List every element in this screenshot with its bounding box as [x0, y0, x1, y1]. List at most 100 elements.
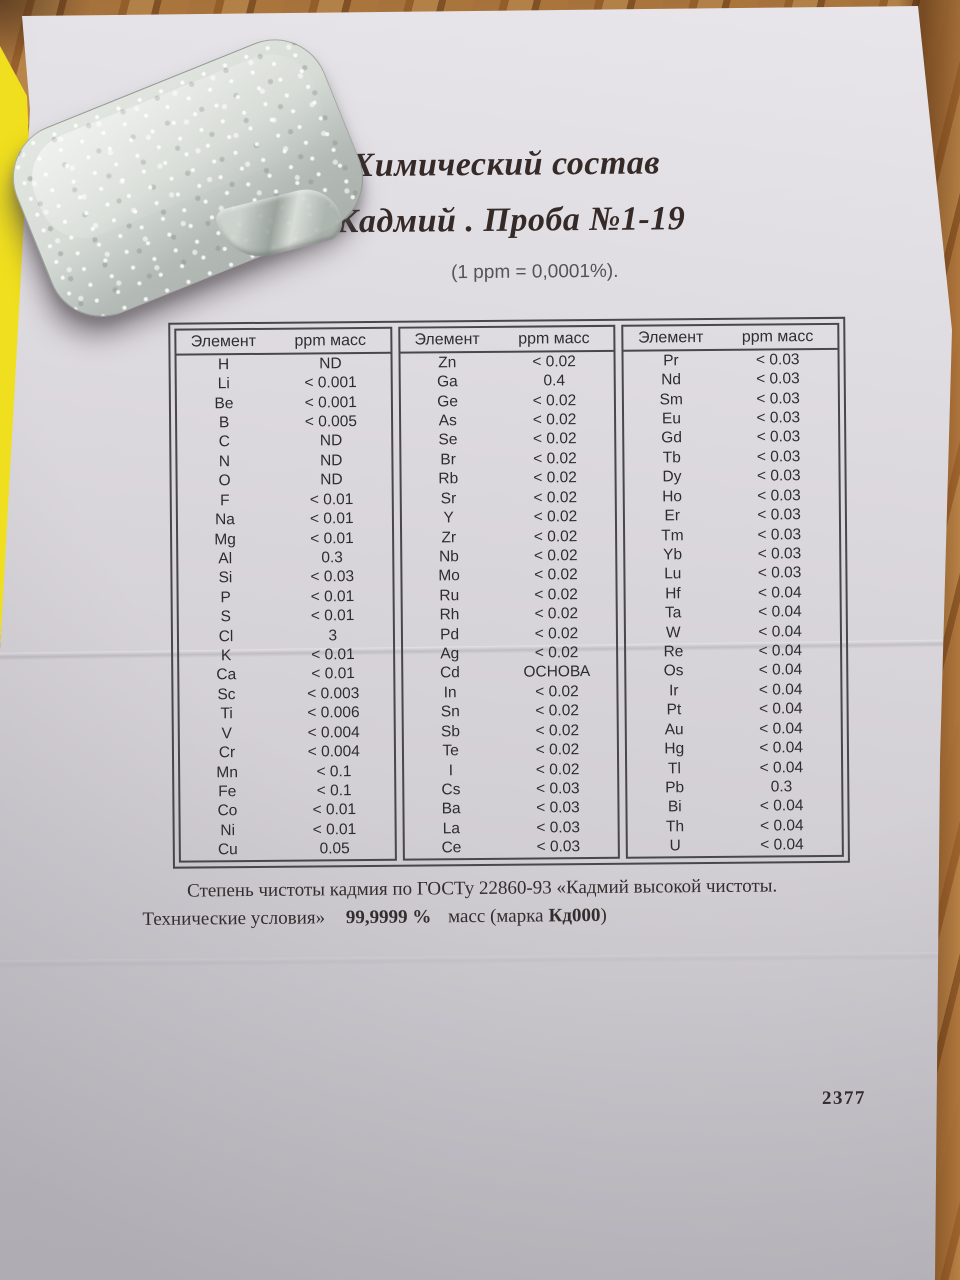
ingot-bar	[0, 23, 380, 333]
element-value: < 0.04	[759, 797, 804, 815]
element-value: < 0.1	[316, 762, 352, 780]
element-value: < 0.03	[755, 350, 800, 369]
ppm-column-header: ppm масс	[294, 331, 367, 350]
composition-table-group: Элемент ppm масс Zn < 0.02 Ga 0.4 Ge < 0.02 As < …	[397, 324, 621, 861]
table-row: La < 0.03	[404, 818, 618, 839]
element-symbol: Tm	[661, 526, 684, 544]
element-symbol: Tb	[662, 449, 681, 467]
element-value: 0.3	[321, 549, 343, 567]
table-row: V < 0.004	[180, 723, 394, 744]
element-symbol: Ni	[220, 821, 236, 840]
table-row: Fe < 0.1	[180, 781, 394, 802]
element-value: < 0.02	[534, 566, 578, 584]
table-row: U < 0.04	[628, 835, 842, 856]
element-symbol: Al	[218, 550, 233, 568]
table-row: Cs < 0.03	[404, 779, 618, 800]
element-value: < 0.004	[307, 723, 360, 742]
element-symbol: In	[443, 684, 457, 702]
element-value: < 0.04	[759, 817, 804, 835]
ppm-column-header: ppm масс	[518, 329, 590, 348]
element-value: < 0.02	[532, 411, 577, 429]
element-symbol: Br	[440, 451, 456, 469]
table-row: Re < 0.04	[626, 641, 840, 662]
table-row: Pt < 0.04	[627, 699, 841, 720]
table-row: As < 0.02	[401, 410, 615, 431]
element-value: < 0.01	[310, 529, 354, 547]
element-symbol: As	[438, 412, 457, 430]
element-value: < 0.03	[756, 428, 801, 446]
table-row: Ca < 0.01	[179, 665, 393, 686]
element-value: < 0.02	[533, 488, 578, 507]
element-value: < 0.04	[758, 603, 802, 621]
purity-value: 99,9999 %	[345, 906, 432, 929]
table-row: Mn < 0.1	[180, 762, 394, 783]
table-row: B < 0.005	[177, 412, 391, 433]
element-value: < 0.001	[304, 374, 357, 392]
element-symbol: W	[665, 623, 681, 641]
table-row: Hg < 0.04	[627, 738, 841, 759]
table-row: Ga 0.4	[400, 371, 614, 392]
table-row: Ni < 0.01	[181, 820, 395, 841]
element-symbol: Se	[438, 431, 458, 449]
element-value: < 0.001	[304, 393, 357, 412]
element-symbol: H	[217, 355, 230, 373]
table-row: Pd < 0.02	[403, 624, 617, 645]
element-symbol: Sn	[440, 703, 460, 721]
table-row: Nd < 0.03	[624, 369, 838, 390]
element-symbol: Si	[218, 569, 233, 587]
element-value: < 0.03	[757, 525, 802, 544]
element-symbol: O	[218, 472, 231, 490]
element-symbol: Pb	[665, 779, 685, 797]
table-row: Tl < 0.04	[627, 758, 841, 779]
table-row: Y < 0.02	[402, 507, 616, 528]
table-row: N ND	[177, 451, 391, 472]
element-value: < 0.03	[536, 818, 580, 837]
element-column-header: Элемент	[638, 328, 704, 347]
element-value: < 0.02	[533, 508, 578, 526]
element-value: < 0.005	[304, 413, 358, 431]
table-row: Hf < 0.04	[626, 583, 840, 604]
element-symbol: Sc	[217, 686, 236, 704]
element-value: < 0.04	[757, 583, 802, 602]
element-symbol: Lu	[664, 565, 682, 583]
element-value: < 0.03	[756, 389, 800, 408]
purity-note-prefix: Технические условия»	[142, 907, 326, 930]
element-value: < 0.02	[532, 430, 577, 448]
element-value: < 0.02	[534, 624, 579, 643]
table-row: Zn < 0.02	[400, 352, 614, 373]
table-row: Ag < 0.02	[403, 643, 617, 664]
element-value: < 0.02	[535, 683, 579, 701]
element-value: < 0.02	[534, 585, 578, 604]
element-column-header: Элемент	[190, 332, 257, 351]
element-symbol: B	[218, 414, 230, 432]
table-row: Tm < 0.03	[625, 525, 839, 546]
element-symbol: Er	[664, 507, 681, 525]
table-row: Ba < 0.03	[404, 799, 618, 820]
table-row: Rh < 0.02	[402, 604, 616, 625]
table-row: O ND	[178, 470, 392, 491]
table-row: Sr < 0.02	[401, 488, 615, 509]
table-row: Sb < 0.02	[403, 721, 617, 742]
purity-note-line2: Технические условия» 99,9999 % масс (мар…	[142, 902, 902, 931]
element-symbol: Ti	[220, 705, 233, 723]
table-row: Gd < 0.03	[625, 428, 839, 449]
element-value: < 0.1	[316, 782, 352, 800]
element-symbol: C	[218, 433, 230, 451]
table-row: Ru < 0.02	[402, 585, 616, 606]
element-symbol: Eu	[661, 410, 681, 428]
element-symbol: I	[448, 761, 454, 779]
grade-label: Кд000	[548, 904, 601, 927]
element-value: ND	[319, 354, 342, 373]
element-symbol: F	[219, 491, 230, 509]
table-row: S < 0.01	[179, 606, 393, 627]
element-value: < 0.04	[759, 739, 803, 757]
table-row: Cr < 0.004	[180, 742, 394, 763]
table-row: W < 0.04	[626, 622, 840, 643]
element-symbol: Th	[665, 818, 685, 836]
element-symbol: Ru	[439, 586, 460, 605]
element-value: < 0.01	[310, 607, 355, 625]
element-symbol: Pt	[666, 701, 682, 719]
element-symbol: Ca	[216, 666, 237, 684]
table-row: Er < 0.03	[625, 505, 839, 526]
